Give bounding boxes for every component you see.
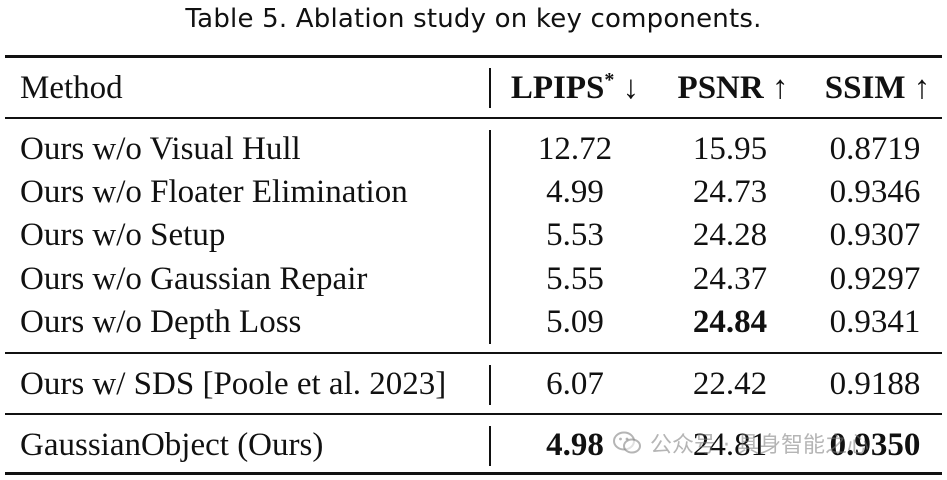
row-psnr: 24.81 (692, 427, 768, 463)
header-rule (5, 117, 942, 119)
row-method: Ours w/o Gaussian Repair (20, 261, 368, 297)
column-separator (489, 365, 491, 405)
header-ssim-label: SSIM (824, 70, 906, 106)
row-psnr: 24.37 (692, 261, 768, 297)
row-method: Ours w/o Floater Elimination (20, 174, 408, 210)
row-ssim: 0.8719 (829, 131, 921, 167)
row-method: Ours w/o Visual Hull (20, 131, 301, 167)
row-method: Ours w/o Depth Loss (20, 304, 302, 340)
row-psnr: 24.28 (692, 217, 768, 253)
row-psnr: 15.95 (692, 131, 768, 167)
up-arrow-icon: ↑ (913, 70, 931, 106)
row-lpips: 4.99 (546, 174, 604, 210)
row-method: Ours w/ SDS [Poole et al. 2023] (20, 366, 447, 402)
header-method: Method (20, 70, 123, 106)
header-lpips: LPIPS* ↓ (505, 68, 645, 108)
row-ssim: 0.9188 (829, 366, 921, 402)
group-rule-1 (5, 352, 942, 354)
header-psnr: PSNR ↑ (668, 68, 798, 108)
row-method: GaussianObject (Ours) (20, 427, 324, 463)
header-lpips-label: LPIPS (510, 70, 605, 106)
top-rule (5, 55, 942, 58)
up-arrow-icon: ↑ (771, 70, 789, 106)
row-lpips-best: 4.98 (546, 427, 604, 463)
row-method: Ours w/o Setup (20, 217, 226, 253)
row-psnr: 24.73 (692, 174, 768, 210)
row-lpips: 5.55 (546, 261, 604, 297)
down-arrow-icon: ↓ (622, 70, 640, 106)
header-ssim: SSIM ↑ (815, 68, 940, 108)
row-ssim: 0.9297 (829, 261, 921, 297)
column-separator (489, 68, 491, 108)
row-lpips: 5.53 (546, 217, 604, 253)
row-ssim-best: 0.9350 (829, 427, 921, 463)
row-psnr: 22.42 (692, 366, 768, 402)
group-rule-2 (5, 413, 942, 415)
bottom-rule (5, 472, 942, 475)
row-ssim: 0.9341 (829, 304, 921, 340)
table-caption: Table 5. Ablation study on key component… (185, 4, 762, 34)
row-lpips: 6.07 (546, 366, 604, 402)
row-psnr-best: 24.84 (692, 304, 768, 340)
header-lpips-asterisk: * (604, 69, 615, 91)
row-ssim: 0.9346 (829, 174, 921, 210)
column-separator (489, 426, 491, 466)
row-ssim: 0.9307 (829, 217, 921, 253)
row-lpips: 5.09 (546, 304, 604, 340)
row-lpips: 12.72 (537, 131, 613, 167)
column-separator (489, 130, 491, 344)
header-psnr-label: PSNR (677, 70, 764, 106)
